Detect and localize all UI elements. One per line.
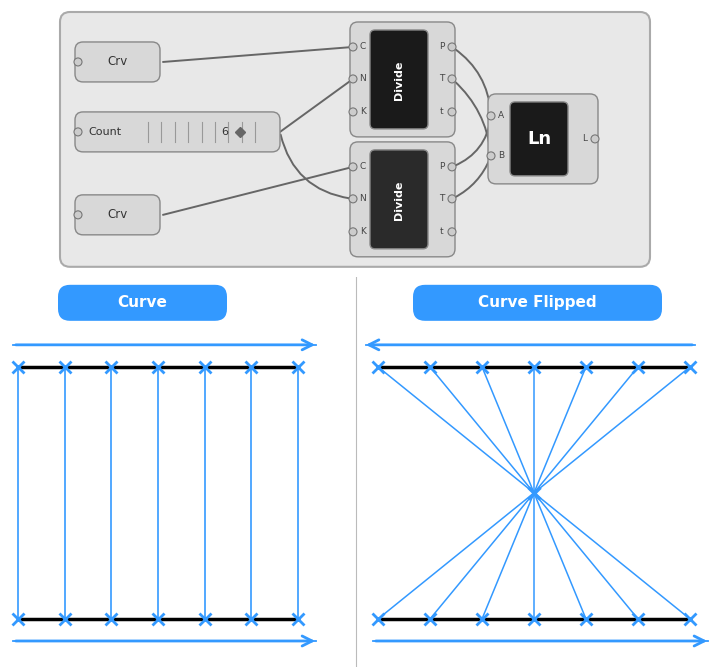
Text: N: N bbox=[360, 75, 367, 83]
Text: K: K bbox=[360, 107, 366, 117]
Circle shape bbox=[448, 228, 456, 236]
Text: N: N bbox=[360, 194, 367, 203]
Circle shape bbox=[349, 163, 357, 171]
FancyBboxPatch shape bbox=[75, 195, 160, 235]
Text: P: P bbox=[439, 43, 445, 51]
Circle shape bbox=[74, 211, 82, 219]
Text: K: K bbox=[360, 227, 366, 236]
Text: T: T bbox=[439, 75, 445, 83]
Circle shape bbox=[349, 43, 357, 51]
Circle shape bbox=[349, 108, 357, 116]
Text: A: A bbox=[498, 111, 504, 121]
FancyBboxPatch shape bbox=[58, 285, 227, 321]
Circle shape bbox=[591, 135, 599, 143]
FancyBboxPatch shape bbox=[510, 102, 568, 176]
Circle shape bbox=[74, 128, 82, 136]
Text: Crv: Crv bbox=[108, 55, 128, 69]
Text: Curve Flipped: Curve Flipped bbox=[478, 295, 597, 310]
FancyBboxPatch shape bbox=[370, 30, 428, 129]
FancyBboxPatch shape bbox=[75, 42, 160, 82]
Text: C: C bbox=[360, 43, 366, 51]
Text: t: t bbox=[440, 107, 444, 117]
Text: P: P bbox=[439, 162, 445, 171]
Circle shape bbox=[74, 58, 82, 66]
Circle shape bbox=[349, 75, 357, 83]
Circle shape bbox=[448, 108, 456, 116]
Text: C: C bbox=[360, 162, 366, 171]
Text: Divide: Divide bbox=[394, 180, 404, 219]
FancyBboxPatch shape bbox=[488, 94, 598, 184]
Text: 6: 6 bbox=[221, 127, 229, 137]
Circle shape bbox=[349, 195, 357, 203]
Text: Crv: Crv bbox=[108, 208, 128, 221]
Circle shape bbox=[487, 112, 495, 120]
Text: T: T bbox=[439, 194, 445, 203]
Circle shape bbox=[448, 163, 456, 171]
Text: Ln: Ln bbox=[527, 130, 551, 148]
Text: L: L bbox=[582, 135, 587, 143]
Text: B: B bbox=[498, 151, 504, 160]
FancyBboxPatch shape bbox=[413, 285, 662, 321]
Circle shape bbox=[448, 195, 456, 203]
Text: Count: Count bbox=[88, 127, 122, 137]
Circle shape bbox=[349, 228, 357, 236]
FancyBboxPatch shape bbox=[350, 142, 455, 257]
Text: t: t bbox=[440, 227, 444, 236]
Text: Curve: Curve bbox=[117, 295, 167, 310]
FancyBboxPatch shape bbox=[60, 12, 650, 267]
FancyBboxPatch shape bbox=[350, 22, 455, 137]
Circle shape bbox=[487, 152, 495, 160]
Circle shape bbox=[448, 43, 456, 51]
FancyBboxPatch shape bbox=[75, 112, 280, 152]
Text: Divide: Divide bbox=[394, 60, 404, 99]
FancyBboxPatch shape bbox=[370, 150, 428, 249]
Circle shape bbox=[448, 75, 456, 83]
